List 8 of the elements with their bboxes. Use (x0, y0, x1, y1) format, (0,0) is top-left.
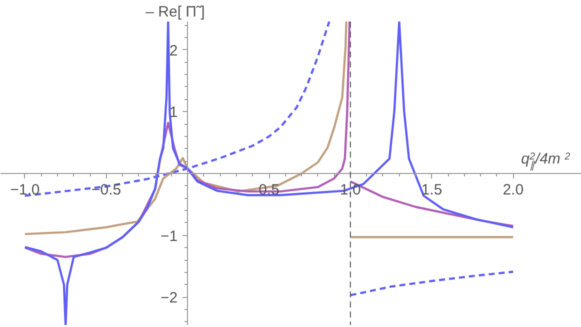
x-tick-label: −1.0 (10, 182, 40, 198)
x-tick-label: 2.0 (502, 182, 524, 198)
y-tick-label: 2 (169, 42, 178, 60)
y-tick-label: −1 (160, 228, 178, 245)
x-tick-label: 1.5 (421, 182, 442, 198)
y-axis-title: – Re[ Π̃ ] (146, 4, 205, 20)
x-tick-label: −0.5 (91, 182, 122, 198)
y-tick-label: −2 (160, 290, 178, 307)
